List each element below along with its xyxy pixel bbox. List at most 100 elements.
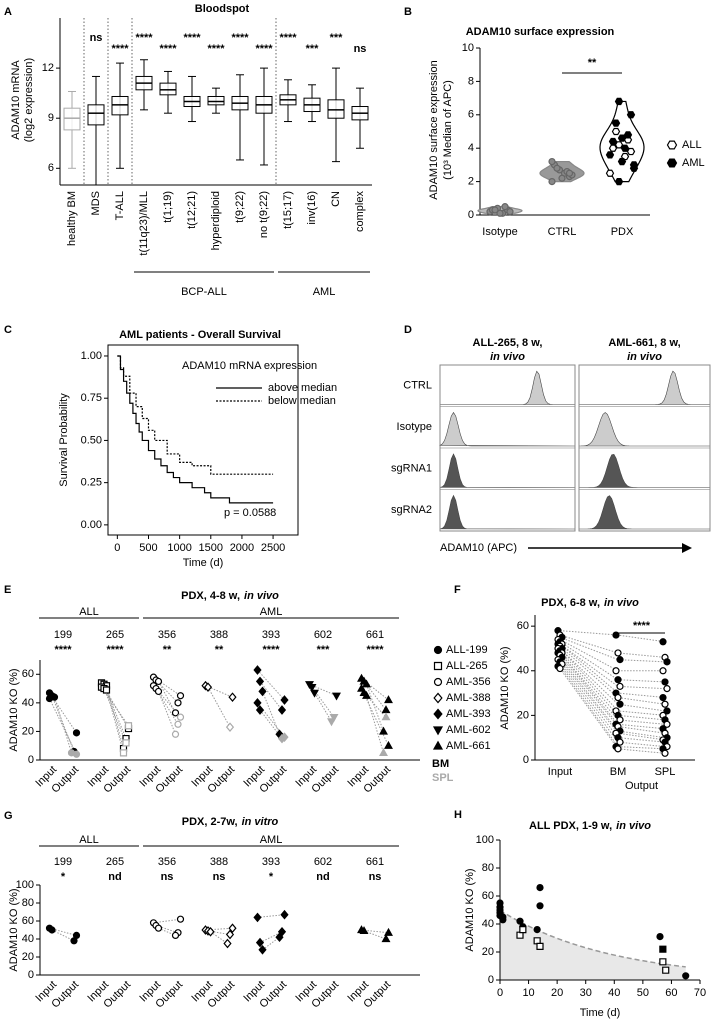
y-tick-label: 100 [476,834,494,846]
x-tick-label: SPL [655,766,676,778]
significance: * [269,871,274,883]
point [626,111,636,119]
legend-label: AML-602 [446,724,491,736]
x-tick-label: 500 [139,542,157,554]
x-tick-label: 60 [665,987,677,999]
y-tick-label: 40 [482,918,494,930]
x-tick-label: T-ALL [114,191,126,220]
point [255,676,265,687]
significance: ns [90,32,103,44]
legend-label: AML-661 [446,740,491,752]
significance: **** [262,644,280,656]
chart-title: AML patients - Overall Survival [119,329,281,341]
point [516,917,524,925]
row-label: sgRNA2 [391,504,432,516]
sample-label: 661 [366,856,384,868]
x-tick-label: 2500 [261,542,285,554]
annotation: p = 0.0588 [224,507,276,519]
legend-marker [666,158,678,168]
histogram [440,370,575,405]
point [307,683,317,692]
point [255,705,265,715]
y-axis-label: ADAM10 KO (%) [499,646,511,729]
pair-line [54,696,72,754]
sample-label: 393 [262,629,280,641]
y-tick-label: 100 [16,879,34,891]
chart-title: Bloodspot [195,3,250,15]
x-tick-label: t(11q23)/MLL [138,191,150,256]
point [384,927,393,936]
point [171,730,180,738]
x-axis-label: Time (d) [183,557,224,569]
x-tick-label: 0 [114,542,120,554]
point [122,739,130,747]
pair-line [155,679,179,704]
y-tick-label: 60 [482,890,494,902]
tissue-legend: BM [432,758,449,770]
title-italic: in vivo [604,597,639,609]
significance: ** [588,57,597,69]
tissue-legend: SPL [432,772,454,784]
point [663,720,671,728]
y-tick-label: 40 [22,933,34,945]
legend-marker [433,708,443,720]
y-tick-label: 60 [517,620,529,632]
y-tick-label: 0 [523,754,529,766]
point [280,695,289,705]
x-tick-label: complex [354,191,366,232]
group-label: BCP-ALL [181,286,227,298]
legend-marker [433,677,443,687]
point [381,712,391,721]
y-axis-label: (10³ Median of APC) [442,80,454,180]
pair-line [366,684,384,732]
point [176,713,185,721]
chart-title: PDX, 2-7w, in vitro [182,816,279,828]
y-tick-label: 0 [28,969,34,981]
histogram [438,411,576,447]
histogram [439,494,576,530]
x-tick-label: 50 [637,987,649,999]
y-tick-label: 2 [468,176,474,188]
point [659,693,667,702]
group-label: AML [260,606,283,618]
significance: **** [633,620,651,632]
significance: **** [159,43,177,55]
x-tick-label: t(9;22) [234,191,246,223]
point [154,677,163,686]
point [605,151,615,159]
point [491,206,499,214]
point [614,649,622,657]
point [536,902,544,910]
x-tick-label: 40 [608,987,620,999]
pair-line [559,652,666,725]
pair-line [559,654,666,734]
y-tick-label: 20 [22,951,34,963]
title-text: PDX, 4-8 w, [181,590,240,602]
pair-line [257,669,285,701]
y-tick-label: 80 [22,897,34,909]
point [381,934,391,943]
point [501,203,509,211]
column-title: ALL-265, 8 w, [473,337,543,349]
point [384,740,393,749]
panel-letter: H [454,809,462,821]
x-tick-label: 1500 [199,542,223,554]
point [228,692,237,702]
significance: ** [215,644,224,656]
point [384,695,393,704]
pair-line [101,686,129,727]
title-italic: in vivo [616,820,651,832]
histogram [578,412,711,447]
pair-line [207,686,231,728]
pair-line [363,930,387,940]
point [48,926,56,934]
point [332,692,341,701]
x-tick-label: 10 [522,987,534,999]
point [174,720,182,728]
legend-label: above median [268,382,337,394]
cell-frame [439,364,576,532]
pair-line [49,698,77,755]
point [258,944,267,955]
pair-line [559,636,666,663]
